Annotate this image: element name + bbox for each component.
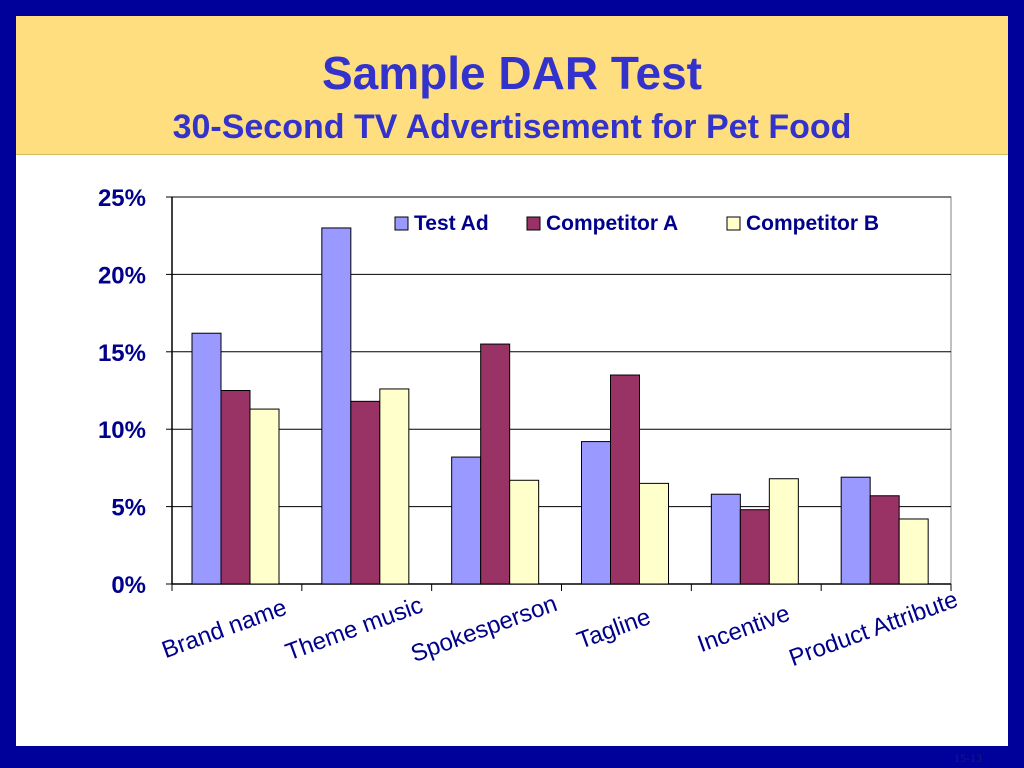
x-tick-label: Product Attribute: [786, 586, 962, 672]
legend-swatch: [394, 216, 409, 231]
x-tick-label: Tagline: [573, 603, 654, 654]
bar: [710, 493, 741, 585]
slide-subtitle: 30-Second TV Advertisement for Pet Food: [172, 108, 852, 146]
legend-label: Competitor B: [746, 212, 879, 235]
bar: [610, 374, 640, 585]
bar: [639, 482, 669, 585]
y-tick-label: 15%: [98, 340, 146, 367]
bar: [509, 479, 540, 585]
bar: [739, 509, 770, 585]
slide-number: 15-13: [954, 751, 982, 765]
bar: [220, 390, 251, 585]
y-tick-label: 0%: [111, 572, 146, 599]
bar: [768, 478, 799, 585]
bar: [898, 518, 929, 585]
legend-label: Competitor A: [546, 212, 678, 235]
bar: [321, 227, 352, 585]
y-tick-label: 5%: [111, 495, 146, 522]
bar: [840, 476, 871, 585]
y-tick-label: 25%: [98, 185, 146, 212]
bar: [249, 408, 280, 585]
bar: [581, 441, 611, 585]
title-banner: Sample DAR Test 30-Second TV Advertiseme…: [16, 16, 1008, 155]
x-tick-label: Spokesperson: [407, 590, 560, 668]
y-tick-label: 20%: [98, 262, 146, 289]
plot-area: [171, 196, 952, 585]
slide-title: Sample DAR Test: [321, 47, 703, 99]
bar: [480, 343, 511, 585]
x-tick-label: Brand name: [158, 594, 290, 664]
y-tick-label: 10%: [98, 417, 146, 444]
x-tick-label: Theme music: [282, 592, 427, 667]
legend-swatch: [726, 216, 741, 231]
legend-label: Test Ad: [414, 212, 489, 235]
legend-swatch: [526, 216, 541, 231]
bar: [869, 495, 900, 585]
bar: [350, 400, 381, 585]
bar: [191, 332, 222, 585]
bar: [451, 456, 482, 585]
bar: [379, 388, 410, 585]
x-tick-label: Incentive: [694, 600, 794, 658]
